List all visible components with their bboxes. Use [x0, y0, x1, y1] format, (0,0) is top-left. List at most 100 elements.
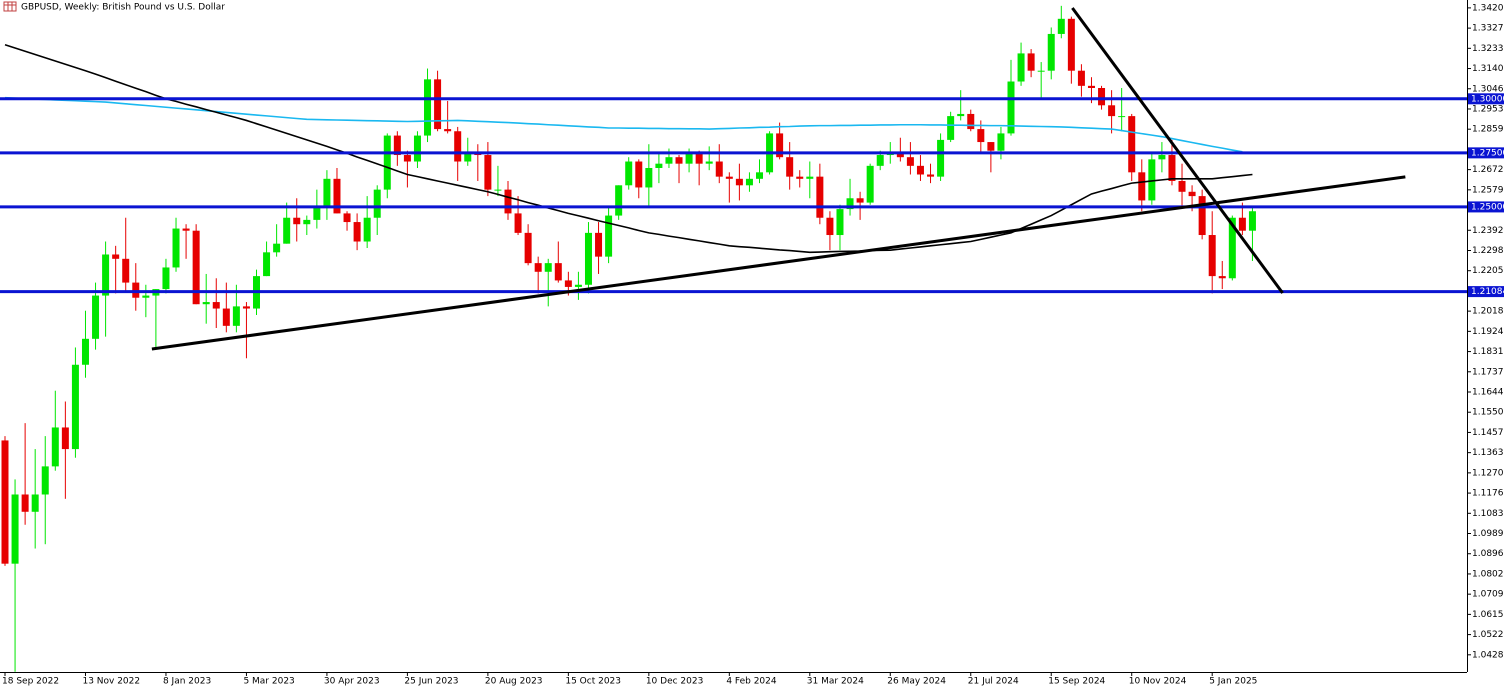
candle-body [685, 152, 693, 164]
level-label-box [1468, 147, 1504, 159]
candle-body [373, 189, 381, 218]
candle-body [927, 174, 935, 177]
candle-body [363, 217, 371, 242]
candle-body [11, 494, 19, 564]
candle-body [625, 161, 633, 186]
candle-body [61, 427, 69, 450]
y-tick-label: 1.22985 [1472, 246, 1504, 256]
moving-average [4, 43, 1253, 254]
candle-body [906, 157, 914, 166]
x-tick-label: 15 Sep 2024 [1048, 677, 1105, 687]
candle-body [534, 263, 542, 272]
candle-body [273, 243, 281, 253]
candle-body [263, 252, 271, 277]
candle-body [1067, 18, 1075, 71]
candle-body [142, 295, 150, 298]
candle-body [1208, 235, 1216, 277]
candle-body [1138, 172, 1146, 201]
candle-body [1108, 105, 1116, 117]
symbol-icon [3, 1, 17, 12]
x-tick-label: 26 May 2024 [887, 677, 946, 687]
y-tick-label: 1.18310 [1472, 347, 1504, 357]
y-tick-label: 1.06155 [1472, 610, 1504, 620]
candle-body [162, 267, 170, 290]
level-label: 1.27500 [1471, 148, 1504, 158]
x-tick-label: 4 Feb 2024 [726, 677, 777, 687]
candle-body [21, 494, 29, 512]
level-label-box [1468, 93, 1504, 105]
candle-body [212, 302, 220, 309]
candle-body [1017, 53, 1025, 82]
y-tick-label: 1.29530 [1472, 104, 1504, 114]
candle-body [635, 161, 643, 188]
candle-body [1118, 116, 1126, 118]
x-tick-label: 20 Aug 2023 [485, 677, 543, 687]
x-tick-label: 5 Jan 2025 [1209, 677, 1257, 687]
candle-body [112, 254, 120, 259]
candle-body [786, 157, 794, 177]
candle-body [31, 494, 39, 512]
candle-body [1158, 155, 1166, 160]
candle-body [1, 440, 9, 564]
x-tick-label: 10 Nov 2024 [1129, 677, 1187, 687]
candle-body [1098, 88, 1106, 106]
y-tick-label: 1.28595 [1472, 125, 1504, 135]
candle-body [444, 129, 452, 132]
y-tick-label: 1.26725 [1472, 165, 1504, 175]
x-tick-label: 18 Sep 2022 [2, 677, 59, 687]
y-tick-label: 1.04285 [1472, 650, 1504, 660]
candle-body [574, 284, 582, 287]
y-tick-label: 1.15505 [1472, 408, 1504, 418]
candle-body [856, 198, 864, 203]
y-tick-label: 1.11765 [1472, 489, 1504, 499]
candle-body [504, 189, 512, 214]
y-tick-label: 1.20180 [1472, 307, 1504, 317]
x-tick-label: 31 Mar 2024 [807, 677, 864, 687]
y-tick-label: 1.08960 [1472, 549, 1504, 559]
candle-body [41, 466, 49, 495]
candle-body [514, 213, 522, 233]
candle-body [1178, 180, 1186, 192]
candle-body [756, 172, 763, 179]
candle-body [896, 152, 904, 158]
candle-body [745, 178, 753, 186]
candle-body [675, 157, 683, 164]
candle-body [383, 135, 391, 190]
y-tick-label: 1.16440 [1472, 388, 1504, 398]
candle-body [796, 176, 804, 179]
candle-body [464, 152, 472, 162]
candle-body [937, 139, 945, 177]
x-tick-label: 10 Dec 2023 [646, 677, 704, 687]
candle-body [605, 215, 613, 257]
y-tick-label: 1.08025 [1472, 569, 1504, 579]
y-tick-label: 1.09895 [1472, 529, 1504, 539]
candle-body [413, 135, 421, 162]
candle-body [1228, 217, 1236, 279]
candle-body [665, 157, 673, 164]
candle-body [242, 306, 250, 309]
y-tick-label: 1.14570 [1472, 428, 1504, 438]
candle-body [866, 165, 874, 203]
y-tick-label: 1.13635 [1472, 448, 1504, 458]
y-tick-label: 1.07090 [1472, 590, 1504, 600]
candle-body [51, 427, 59, 467]
candle-body [1148, 159, 1156, 201]
chart-title: GBPUSD, Weekly: British Pound vs U.S. Do… [21, 3, 225, 13]
level-label: 1.25000 [1471, 202, 1504, 212]
candle-body [323, 178, 331, 207]
candle-body [1168, 155, 1176, 181]
y-tick-label: 1.31400 [1472, 64, 1504, 74]
candle-body [1047, 33, 1055, 71]
candle-body [202, 302, 210, 305]
candle-body [1128, 116, 1136, 173]
candle-body [172, 228, 180, 268]
candle-body [102, 254, 110, 296]
candle-body [1027, 53, 1035, 71]
candle-body [192, 230, 200, 305]
candle-body [333, 178, 341, 214]
candle-body [313, 206, 321, 220]
y-tick-label: 1.32335 [1472, 44, 1504, 54]
candle-body [997, 133, 1005, 151]
candle-body [1077, 70, 1085, 86]
